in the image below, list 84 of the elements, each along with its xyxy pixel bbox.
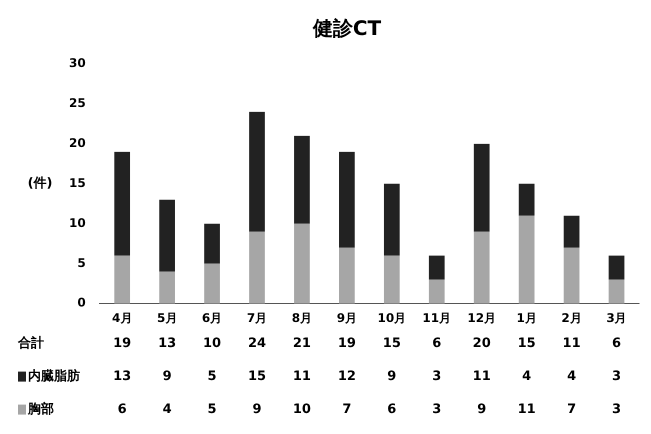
y-tick-label: 15: [68, 176, 86, 190]
data-label: 7: [342, 402, 352, 417]
bar: [518, 184, 535, 216]
bar: [294, 136, 310, 224]
data-label: 9: [252, 402, 262, 417]
total-label: 20: [472, 336, 491, 351]
x-tick-label: 12月: [467, 310, 496, 325]
bar: [428, 256, 445, 280]
bar: [608, 280, 624, 304]
legend-label: 内臓脂肪: [28, 368, 80, 384]
bar: [159, 272, 175, 304]
total-label: 6: [612, 336, 622, 351]
data-label: 3: [432, 402, 442, 417]
x-tick-label: 2月: [561, 310, 582, 325]
data-label: 3: [612, 368, 622, 384]
x-tick-label: 1月: [516, 310, 537, 325]
bar: [249, 232, 265, 304]
bar: [114, 256, 130, 304]
bar: [518, 216, 535, 304]
bar: [564, 216, 580, 248]
total-label: 21: [292, 336, 311, 351]
data-label: 6: [387, 402, 396, 417]
bar: [339, 152, 355, 248]
total-label: 24: [248, 336, 266, 351]
y-tick-label: 0: [77, 296, 86, 310]
bar: [114, 152, 130, 256]
bar: [608, 256, 624, 280]
bar: [474, 144, 490, 232]
bar: [204, 264, 220, 304]
total-label: 19: [338, 336, 356, 351]
bar: [159, 200, 175, 272]
bar: [204, 224, 220, 264]
x-tick-label: 7月: [246, 310, 268, 325]
data-label: 15: [248, 368, 266, 384]
y-axis-title: (件): [28, 176, 52, 192]
data-label: 11: [472, 368, 491, 384]
total-label: 11: [562, 336, 581, 351]
y-tick-label: 25: [68, 96, 86, 110]
bar: [428, 280, 445, 304]
total-label: 13: [158, 336, 176, 351]
total-label: 15: [518, 336, 536, 351]
chart-title: 健診CT: [312, 16, 382, 40]
data-label: 9: [477, 402, 486, 417]
y-tick-label: 20: [68, 136, 86, 150]
data-label: 7: [567, 402, 576, 417]
data-label: 9: [387, 368, 396, 384]
x-tick-label: 8月: [292, 310, 312, 325]
data-label: 11: [518, 402, 536, 417]
bar: [564, 248, 580, 304]
data-label: 13: [113, 368, 132, 384]
data-label: 5: [208, 368, 217, 384]
data-label: 10: [292, 402, 311, 417]
y-tick-label: 10: [68, 216, 86, 230]
x-tick-label: 4月: [112, 310, 132, 325]
bar: [294, 224, 310, 304]
data-label: 3: [612, 402, 622, 417]
y-tick-label: 5: [77, 256, 86, 270]
text: 合計: [17, 334, 44, 351]
legend-label: 胸部: [27, 400, 54, 417]
data-label: 12: [338, 368, 356, 384]
bar: [384, 256, 400, 304]
y-tick-label: 30: [68, 56, 86, 70]
x-tick-label: 11月: [422, 310, 452, 325]
x-tick-label: 9月: [336, 310, 358, 325]
total-label: 6: [432, 336, 442, 351]
data-label: 4: [522, 368, 532, 384]
total-label: 15: [382, 336, 401, 351]
total-label: 19: [113, 336, 132, 351]
x-tick-label: 5月: [156, 310, 178, 325]
x-tick-label: 10月: [377, 310, 406, 325]
x-tick-label: 3月: [606, 310, 627, 325]
data-label: 4: [162, 402, 172, 417]
data-label: 5: [208, 402, 217, 417]
bar: [339, 248, 355, 304]
data-label: 4: [567, 368, 576, 384]
total-label: 10: [203, 336, 222, 351]
bar: [384, 184, 400, 256]
bar: [249, 112, 265, 232]
x-tick-label: 6月: [202, 310, 222, 325]
data-label: 11: [292, 368, 311, 384]
data-label: 9: [162, 368, 172, 384]
data-label: 6: [118, 402, 127, 417]
data-label: 3: [432, 368, 442, 384]
bar: [474, 232, 490, 304]
